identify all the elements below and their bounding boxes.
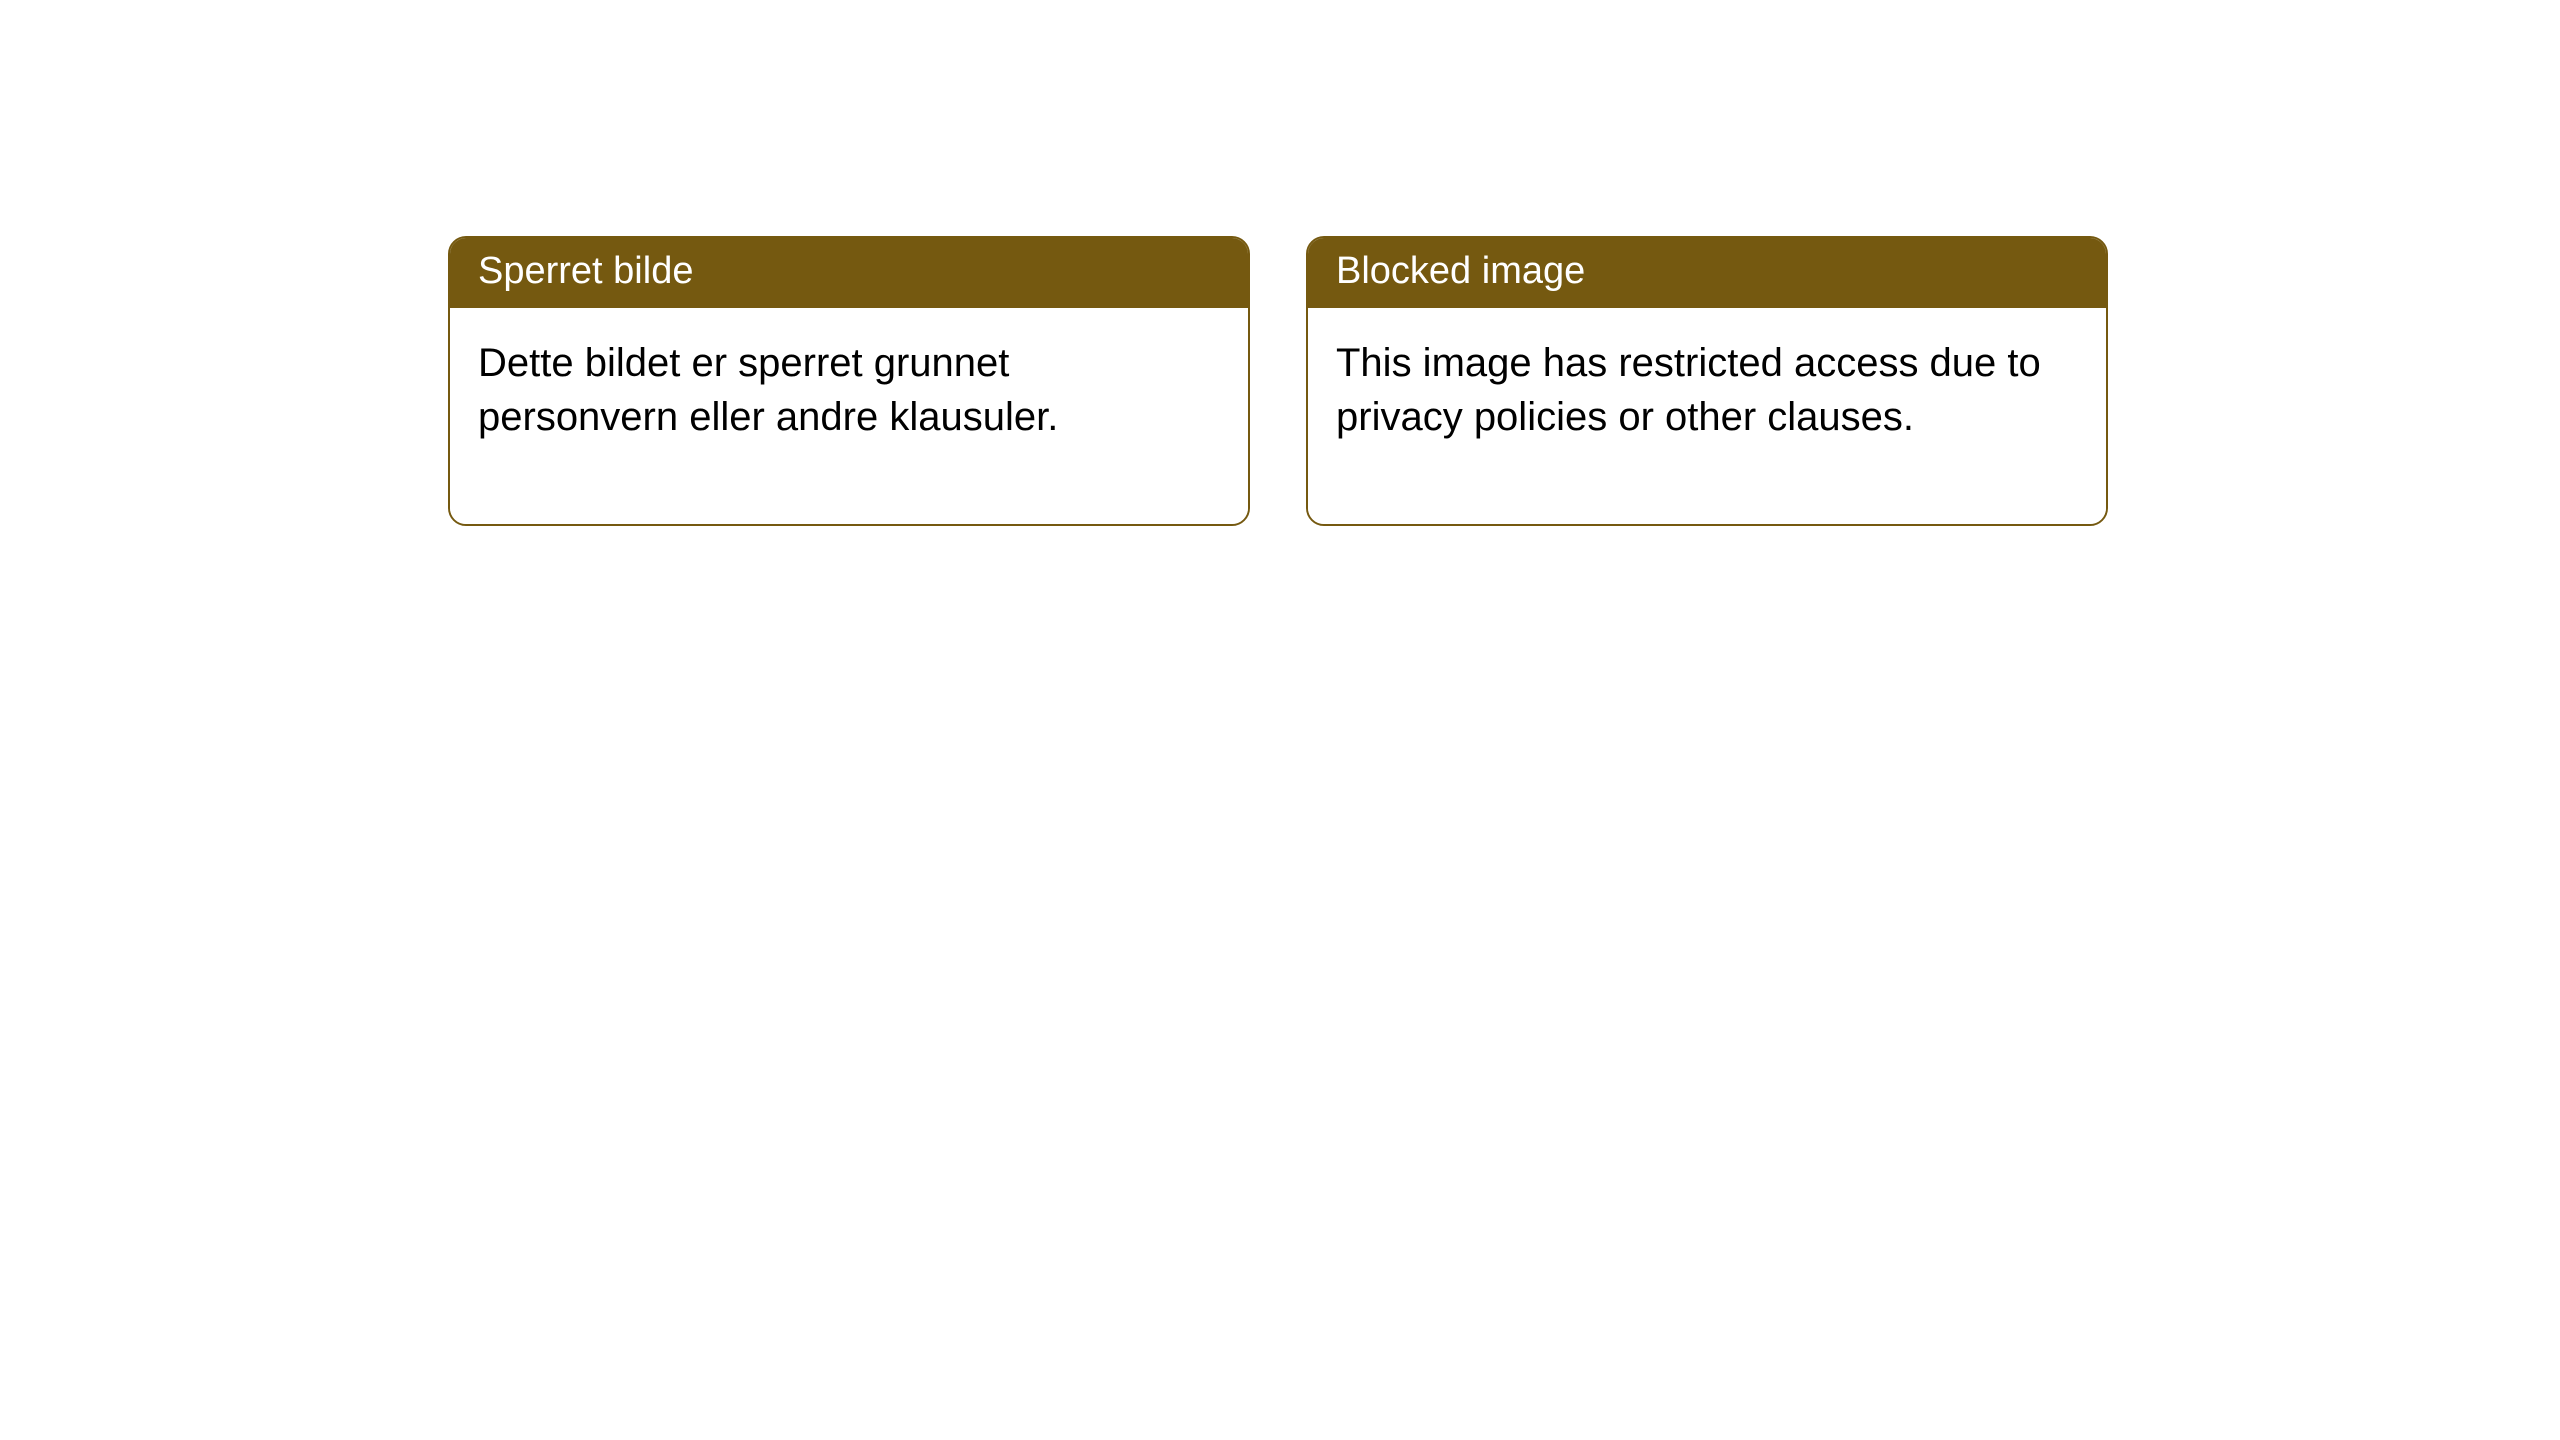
notice-card-norwegian: Sperret bilde Dette bildet er sperret gr… — [448, 236, 1250, 526]
notice-card-header: Sperret bilde — [450, 238, 1248, 308]
notice-card-body: This image has restricted access due to … — [1308, 308, 2106, 524]
notice-cards-row: Sperret bilde Dette bildet er sperret gr… — [0, 0, 2560, 526]
notice-card-header: Blocked image — [1308, 238, 2106, 308]
notice-card-body: Dette bildet er sperret grunnet personve… — [450, 308, 1248, 524]
notice-card-english: Blocked image This image has restricted … — [1306, 236, 2108, 526]
